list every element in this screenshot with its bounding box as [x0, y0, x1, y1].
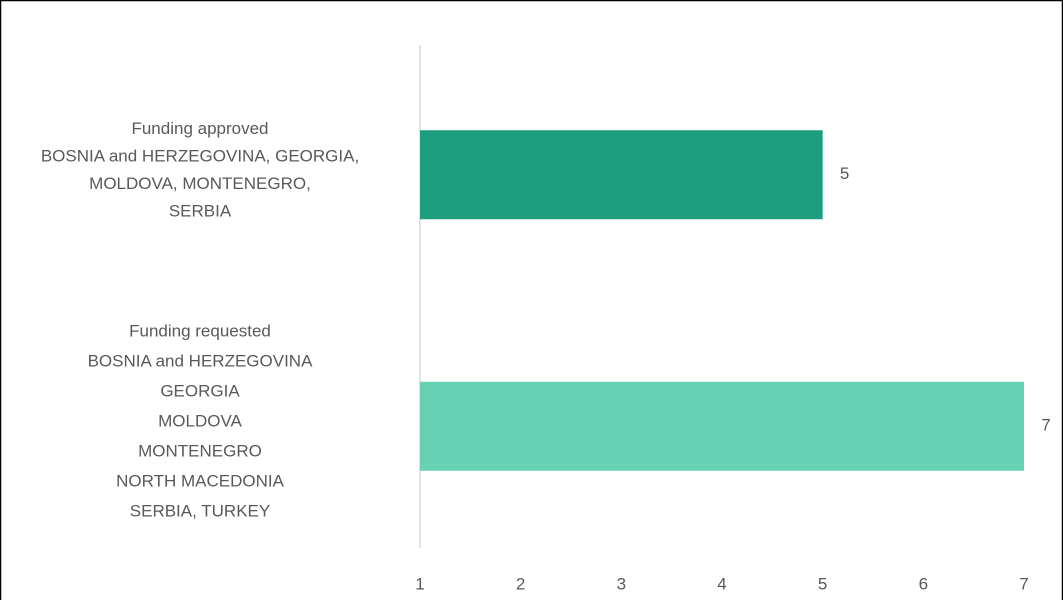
- y-tick-label: BOSNIA and HERZEGOVINA: [88, 352, 314, 371]
- y-tick-label: NORTH MACEDONIA: [116, 472, 284, 491]
- x-tick-label: 7: [1019, 574, 1028, 593]
- x-tick-label: 4: [717, 574, 726, 593]
- y-tick-label: MONTENEGRO: [138, 442, 262, 461]
- y-tick-label: GEORGIA: [160, 382, 240, 401]
- bar: [420, 130, 823, 220]
- y-tick-label: Funding requested: [129, 322, 271, 341]
- x-tick-label: 2: [516, 574, 525, 593]
- bar: [420, 381, 1024, 471]
- x-tick-label: 3: [617, 574, 626, 593]
- y-tick-label: MOLDOVA, MONTENEGRO,: [89, 174, 311, 193]
- y-tick-label: SERBIA: [169, 201, 232, 220]
- y-tick-label: SERBIA, TURKEY: [130, 502, 270, 521]
- y-tick-label: Funding approved: [131, 119, 268, 138]
- x-tick-label: 6: [919, 574, 928, 593]
- x-tick-label: 5: [818, 574, 827, 593]
- data-label: 5: [840, 164, 849, 183]
- y-tick-label: BOSNIA and HERZEGOVINA, GEORGIA,: [41, 146, 359, 165]
- y-tick-label: MOLDOVA: [158, 412, 242, 431]
- x-tick-label: 1: [415, 574, 424, 593]
- data-label: 7: [1041, 416, 1050, 435]
